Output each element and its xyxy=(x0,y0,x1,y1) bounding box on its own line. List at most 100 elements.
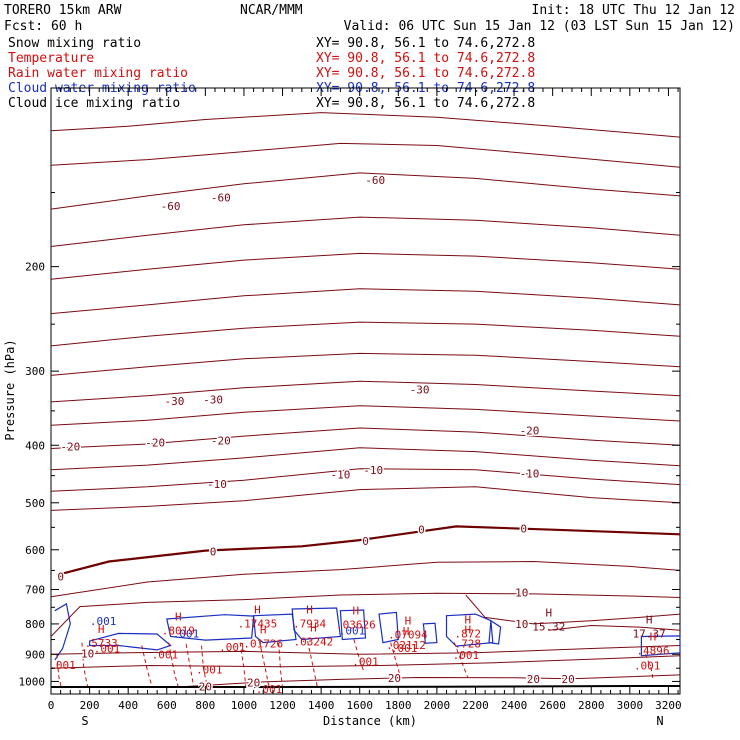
mixing-ratio-label: .001 xyxy=(391,642,418,655)
rain-water-contour xyxy=(141,645,152,685)
x-tick-label: 1400 xyxy=(308,699,335,712)
high-value-label: .872 xyxy=(455,628,482,641)
isotherm-line xyxy=(548,624,681,631)
isotherm-label: -20 xyxy=(520,425,540,438)
high-marker: H xyxy=(545,606,552,619)
isotherm-line xyxy=(50,288,681,315)
high-value-label: 15.32 xyxy=(532,620,565,633)
high-value-label: 17.37 xyxy=(633,628,666,641)
isotherm-label: 0 xyxy=(210,545,217,558)
isotherm-label: -30 xyxy=(203,394,223,407)
isotherm-line xyxy=(56,525,681,577)
isotherm-label: 20 xyxy=(561,673,574,686)
x-tick-label: 0 xyxy=(48,699,55,712)
cloud-water-contour xyxy=(291,607,342,641)
mixing-ratio-label: .001 xyxy=(196,664,223,677)
isotherm-label: 20 xyxy=(247,677,260,690)
high-value-label: .03242 xyxy=(294,635,334,648)
mixing-ratio-label: .001 xyxy=(152,648,179,661)
y-tick-label: 900 xyxy=(25,648,45,661)
rain-water-contour xyxy=(644,654,654,679)
legend-entry-cloud-ice: Cloud ice mixing ratio XY= 90.8, 56.1 to… xyxy=(8,96,535,111)
y-tick-label: 200 xyxy=(25,261,45,274)
x-axis-left-end-label: S xyxy=(81,714,88,728)
mixing-ratio-label: .001 xyxy=(256,683,283,696)
center-label: NCAR/MMM xyxy=(240,3,303,18)
high-value-label: .03626 xyxy=(336,619,376,632)
high-marker: H xyxy=(310,621,317,634)
legend-name-snow: Snow mixing ratio xyxy=(8,36,141,51)
rain-water-contour xyxy=(168,642,179,688)
high-marker: H xyxy=(464,614,471,627)
high-value-label: .8019 xyxy=(162,624,195,637)
high-value-label: .02112 xyxy=(386,639,426,652)
plot-area: -60-60-60-30 -30-30-20 -20 -20-20-10-10 -10-… xyxy=(49,112,681,696)
isotherm-line xyxy=(50,380,681,403)
x-tick-label: 1600 xyxy=(346,699,373,712)
legend-name-rain: Rain water mixing ratio xyxy=(8,66,188,81)
high-marker: H xyxy=(306,603,313,616)
isotherm-line xyxy=(50,560,681,598)
isotherm-line xyxy=(50,405,681,426)
isotherm-label: 0 xyxy=(57,570,64,583)
x-tick-label: 3000 xyxy=(617,699,644,712)
cloud-water-contour xyxy=(166,614,255,641)
rain-water-contour xyxy=(390,642,401,677)
cloud-water-contour xyxy=(378,611,399,644)
isotherm-label: 10 xyxy=(81,648,94,661)
high-value-label: .5733 xyxy=(85,637,118,650)
x-axis-right-end-label: N xyxy=(656,714,663,728)
isotherm-label: -20 xyxy=(60,441,80,454)
mixing-ratio-label: .001 xyxy=(94,642,121,655)
y-tick-label: 400 xyxy=(25,439,45,452)
cloud-water-contour xyxy=(339,609,367,641)
y-tick-label: 700 xyxy=(25,584,45,597)
isotherm-label: -10 xyxy=(363,464,383,477)
x-tick-label: 1800 xyxy=(385,699,412,712)
forecast-label: Fcst: 60 h xyxy=(4,19,82,34)
high-marker: H xyxy=(353,605,360,618)
legend-xy-snow: XY= 90.8, 56.1 to 74.6,272.8 xyxy=(316,36,535,51)
isotherm-label: -60 xyxy=(365,174,385,187)
cloud-water-contour xyxy=(89,632,172,651)
rain-water-contour xyxy=(81,642,89,688)
legend-entry-temperature: Temperature XY= 90.8, 56.1 to 74.6,272.8 xyxy=(8,51,535,66)
high-value-label: .4896 xyxy=(636,645,669,658)
init-label: Init: 18 UTC Thu 12 Jan 12 xyxy=(532,3,736,18)
isotherm-line xyxy=(50,172,681,210)
isotherm-label: 0 xyxy=(520,522,527,535)
x-tick-label: 2000 xyxy=(424,699,451,712)
rain-water-contour xyxy=(258,640,270,688)
isotherm-line xyxy=(50,321,681,347)
high-value-label: .07094 xyxy=(388,628,428,641)
rain-water-contour xyxy=(307,640,318,688)
x-tick-label: 400 xyxy=(118,699,138,712)
high-marker: H xyxy=(175,610,182,623)
high-marker: H xyxy=(98,623,105,636)
isotherm-line xyxy=(50,655,681,669)
mixing-ratio-label: .001 xyxy=(49,659,76,672)
legend: Snow mixing ratio XY= 90.8, 56.1 to 74.6… xyxy=(8,36,535,111)
legend-name-temperature: Temperature xyxy=(8,51,94,66)
x-tick-label: 600 xyxy=(157,699,177,712)
x-tick-label: 2400 xyxy=(501,699,528,712)
isotherm-label: 20 xyxy=(388,672,401,685)
legend-entry-snow: Snow mixing ratio XY= 90.8, 56.1 to 74.6… xyxy=(8,36,535,51)
isotherm-line xyxy=(50,592,681,637)
cloud-water-contour xyxy=(54,602,71,661)
isotherm-label: -20 xyxy=(211,435,231,448)
mixing-ratio-label: .001 xyxy=(352,655,379,668)
high-value-label: .01726 xyxy=(243,638,283,651)
x-tick-label: 2800 xyxy=(578,699,605,712)
mixing-ratio-label: .001 xyxy=(339,624,366,637)
isotherm-label: -10 xyxy=(207,478,227,491)
mixing-ratio-label: .001 xyxy=(219,641,246,654)
y-axis-title: Pressure (hPa) xyxy=(3,339,17,440)
x-tick-label: 1200 xyxy=(269,699,296,712)
isotherm-label: -10 xyxy=(330,468,350,481)
y-tick-label: 1000 xyxy=(19,675,46,688)
mixing-ratio-label: .001 xyxy=(453,649,480,662)
model-label: TORERO 15km ARW xyxy=(4,3,122,18)
rain-water-contour xyxy=(201,645,208,688)
